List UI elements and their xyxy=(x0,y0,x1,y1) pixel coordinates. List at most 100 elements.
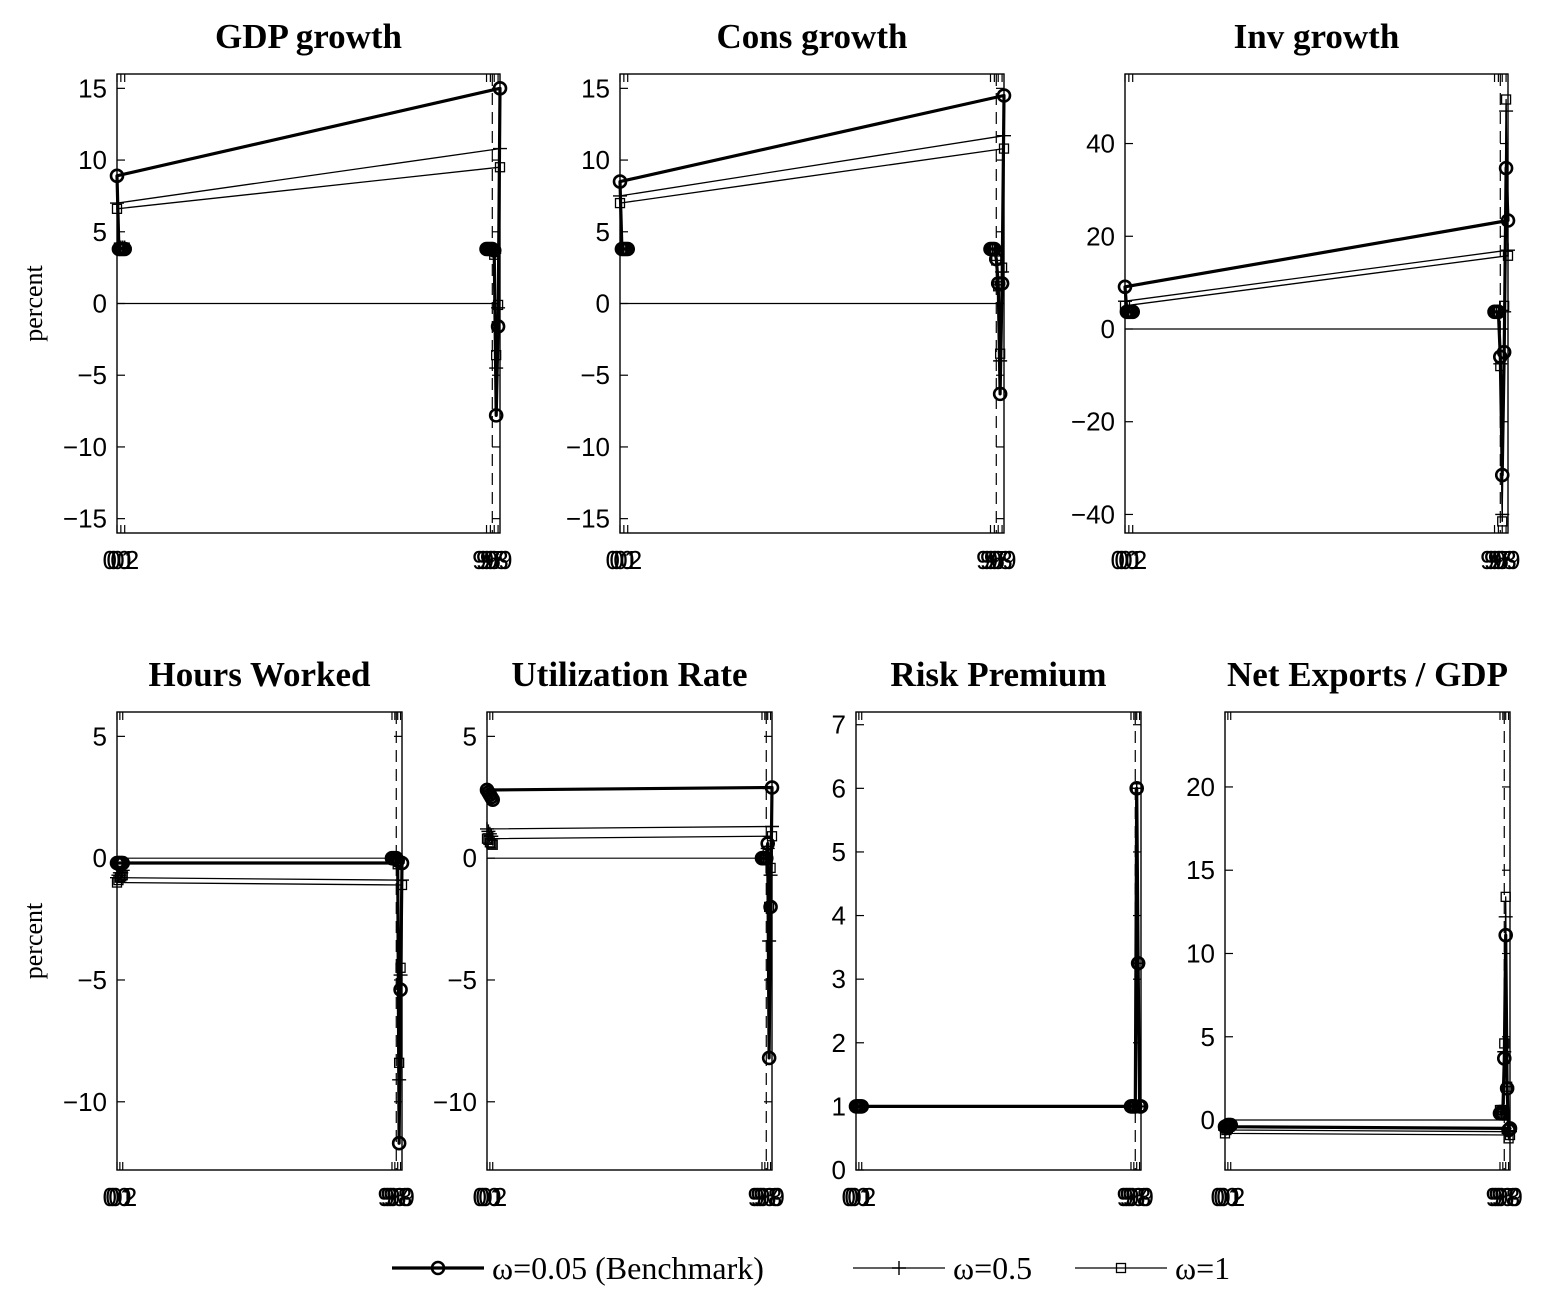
series-circle xyxy=(1217,927,1518,1138)
legend-label: ω=0.05 (Benchmark) xyxy=(492,1250,764,1286)
data-point xyxy=(393,1057,405,1068)
series-circle xyxy=(109,850,410,1151)
x-tick-label: 01 xyxy=(844,1182,873,1212)
x-tick-label: 99 xyxy=(1125,1182,1154,1212)
y-tick-label: 15 xyxy=(78,73,107,103)
y-tick-label: 0 xyxy=(93,289,107,319)
x-tick-label: 02 xyxy=(110,545,139,575)
series-line xyxy=(115,856,404,1145)
panel-title: Net Exports / GDP xyxy=(1227,655,1508,694)
y-tick-label: −5 xyxy=(447,965,477,995)
data-point xyxy=(114,872,126,883)
legend-marker xyxy=(892,1261,906,1275)
y-tick-label: 20 xyxy=(1186,772,1215,802)
x-tick-label: 02 xyxy=(478,1182,507,1212)
x-tick-label: 97 xyxy=(1484,545,1513,575)
y-tick-label: −5 xyxy=(580,360,610,390)
series-circle xyxy=(612,88,1012,402)
series-plus xyxy=(1218,909,1517,1141)
axes-box xyxy=(855,711,1142,1171)
series-line xyxy=(619,147,1005,355)
data-point xyxy=(391,1135,407,1151)
data-point xyxy=(489,361,504,376)
series-line xyxy=(1224,896,1511,1140)
data-point xyxy=(489,249,500,260)
x-tick-label: 97 xyxy=(476,545,505,575)
legend-item: ω=0.05 (Benchmark) xyxy=(392,1250,764,1286)
series-circle xyxy=(479,780,780,1066)
data-point xyxy=(762,934,777,948)
data-point xyxy=(392,1072,407,1087)
x-tick-label: 02 xyxy=(847,1182,876,1212)
y-tick-label: 5 xyxy=(1201,1022,1215,1052)
x-tick-label: 97 xyxy=(380,1182,409,1212)
series-plus xyxy=(849,781,1148,1114)
axes-box xyxy=(116,711,403,1171)
x-tick-label: 99 xyxy=(1494,1182,1523,1212)
panel-title: Inv growth xyxy=(1234,17,1400,56)
data-point xyxy=(989,243,1000,255)
data-point xyxy=(761,1050,777,1066)
panel-title: GDP growth xyxy=(215,17,402,56)
series-line xyxy=(618,93,1006,396)
data-point xyxy=(117,870,128,881)
y-tick-label: −10 xyxy=(433,1087,477,1117)
x-tick-label: 01 xyxy=(106,545,135,575)
x-tick-label: 99 xyxy=(756,1182,785,1212)
y-tick-label: 10 xyxy=(581,145,610,175)
series-square xyxy=(111,162,506,361)
x-tick-label: 02 xyxy=(1216,1182,1245,1212)
x-tick-label: 01 xyxy=(1114,545,1143,575)
data-point xyxy=(1499,1038,1510,1049)
series-plus xyxy=(110,851,409,1087)
data-point xyxy=(484,837,496,848)
x-tick-label: 98 xyxy=(383,1182,412,1212)
series-circle xyxy=(109,81,508,423)
data-point xyxy=(1497,1104,1508,1116)
x-tick-label: 96 xyxy=(1480,545,1509,575)
series-line xyxy=(855,787,1142,1108)
series-line xyxy=(486,835,773,908)
y-tick-label: −10 xyxy=(63,1087,107,1117)
panel-title: Hours Worked xyxy=(148,655,371,694)
axes-box xyxy=(1224,711,1511,1171)
y-tick-label: 5 xyxy=(832,837,846,867)
y-tick-label: 40 xyxy=(1086,129,1115,159)
x-tick-label: 96 xyxy=(748,1182,777,1212)
y-tick-label: 5 xyxy=(596,217,610,247)
series-line xyxy=(116,857,403,1081)
series-line xyxy=(115,86,502,417)
y-tick-label: 0 xyxy=(93,843,107,873)
data-point xyxy=(395,962,406,973)
x-tick-label: 00 xyxy=(1211,1182,1240,1212)
y-tick-label: 3 xyxy=(832,964,846,994)
y-tick-label: 5 xyxy=(93,721,107,751)
series-plus xyxy=(1118,104,1515,522)
x-tick-label: 97 xyxy=(980,545,1009,575)
data-point xyxy=(996,262,1008,273)
y-tick-label: 1 xyxy=(832,1091,846,1121)
series-line xyxy=(855,787,1142,1108)
y-tick-label: 7 xyxy=(832,710,846,740)
x-tick-label: 00 xyxy=(103,1182,132,1212)
x-tick-label: 01 xyxy=(1213,1182,1242,1212)
x-tick-label: 01 xyxy=(609,545,638,575)
y-tick-label: 15 xyxy=(581,73,610,103)
y-tick-label: 0 xyxy=(832,1155,846,1185)
data-point xyxy=(991,255,1002,266)
series-line xyxy=(116,147,501,369)
x-tick-label: 02 xyxy=(108,1182,137,1212)
y-axis-label: percent xyxy=(19,902,48,979)
panel-title: Cons growth xyxy=(717,17,908,56)
data-point xyxy=(1495,360,1506,372)
x-tick-label: 98 xyxy=(480,545,509,575)
y-tick-label: 20 xyxy=(1086,221,1115,251)
series-line xyxy=(1124,110,1509,516)
y-tick-label: 15 xyxy=(1186,855,1215,885)
x-tick-label: 96 xyxy=(472,545,501,575)
data-point xyxy=(765,862,776,874)
x-tick-label: 99 xyxy=(1492,545,1521,575)
